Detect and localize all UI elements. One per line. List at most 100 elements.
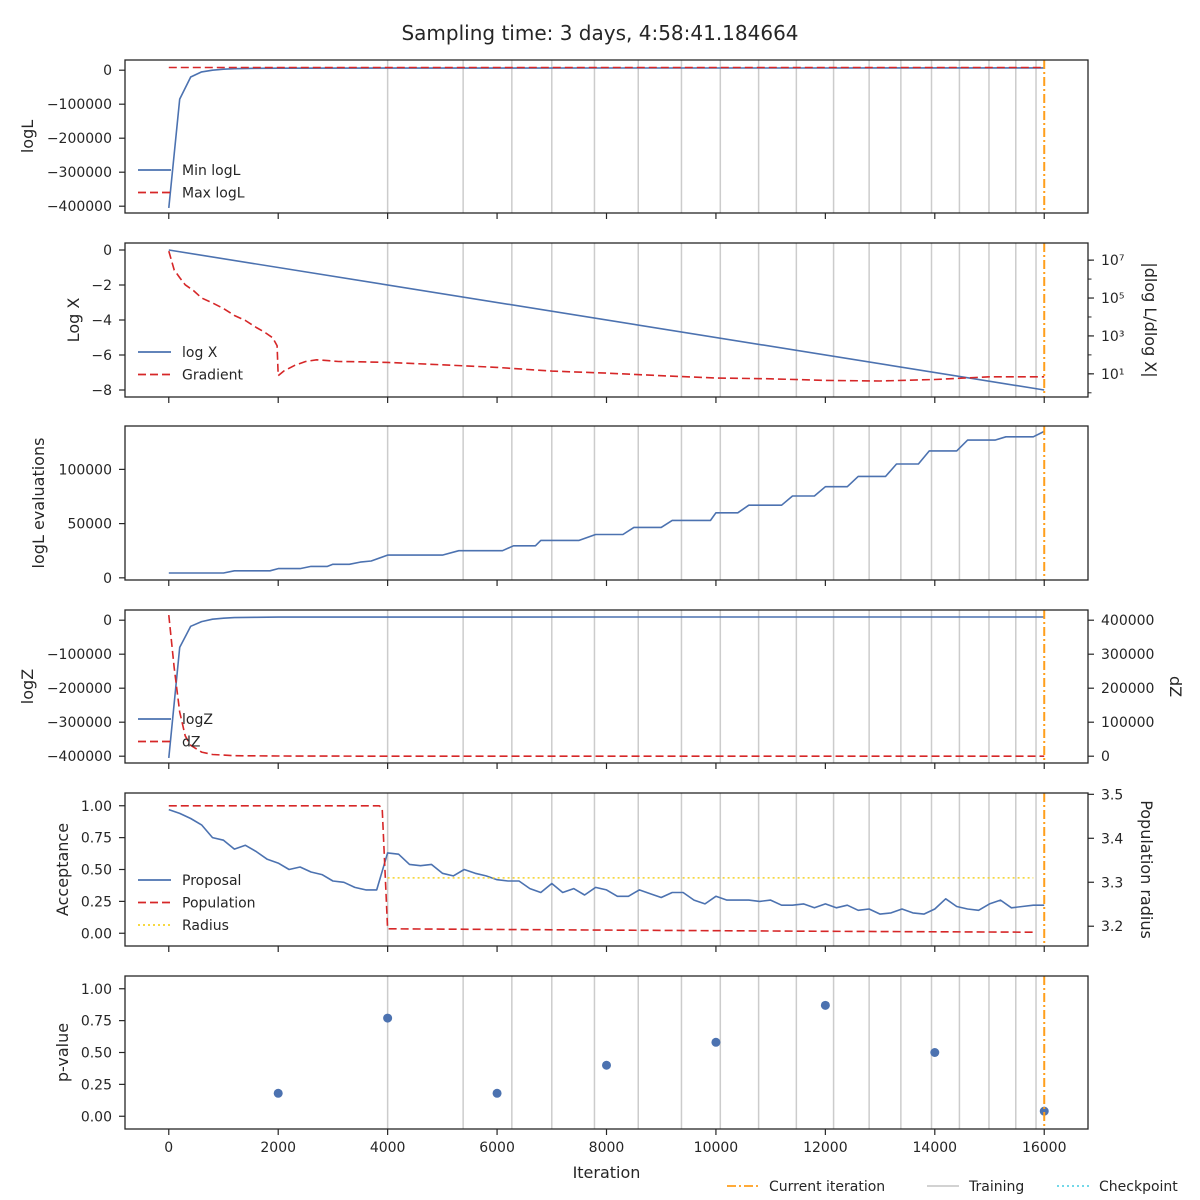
axes-frame (124, 59, 1089, 214)
series-group (168, 66, 1045, 208)
y-axis-label: logL (18, 120, 37, 153)
y-tick-label: 0.25 (81, 1077, 112, 1093)
y2-tick-label: 3.5 (1101, 787, 1123, 803)
series-group (168, 615, 1045, 758)
scatter-point (273, 1088, 283, 1098)
x-tick-label: 0 (164, 1140, 173, 1156)
series-group (168, 430, 1045, 574)
y-tick-label: −8 (91, 383, 112, 399)
panel-1: 0 −100000 −200000 −300000 −400000 logL Min log… (18, 59, 1089, 219)
y-axis-label: p-value (53, 1023, 72, 1082)
series-line-logz (168, 616, 1045, 758)
panel-3: 0 50000 100000 logL evaluations (29, 425, 1089, 587)
y-tick-label: 0 (103, 243, 112, 259)
y-tick-label: −300000 (47, 165, 112, 181)
y-tick-label: 0.00 (81, 1109, 112, 1125)
panel-5: 0.00 0.25 0.50 0.75 1.00 Acceptance 3.2 3.3 3.4 3… (53, 787, 1156, 952)
y2-axis-label: Population radius (1137, 800, 1156, 939)
scatter-point (820, 1000, 830, 1010)
training-lines (386, 60, 1037, 213)
y2-tick-label: 400000 (1101, 613, 1154, 629)
y2-tick-label: 10³ (1101, 329, 1124, 345)
y-tick-label: 0 (103, 63, 112, 79)
y-tick-label: −200000 (47, 131, 112, 147)
y2-tick-label: 10¹ (1101, 367, 1124, 383)
y-tick-label: 100000 (59, 462, 112, 478)
y-tick-label: −100000 (47, 647, 112, 663)
y-tick-label: 0.50 (81, 1046, 112, 1062)
y-tick-label: −300000 (47, 715, 112, 731)
panel-legend: log X Gradient (138, 345, 243, 384)
y2-axis-label: dZ (1166, 676, 1185, 697)
y-tick-label: 0 (103, 571, 112, 587)
axes-frame (124, 975, 1089, 1130)
y-tick-label: 1.00 (81, 982, 112, 998)
x-tick-label: 12000 (803, 1140, 848, 1156)
training-lines (386, 610, 1037, 763)
x-tick-label: 4000 (370, 1140, 406, 1156)
y2-tick-label: 3.3 (1101, 875, 1123, 891)
x-tick-label: 6000 (479, 1140, 515, 1156)
y-axis-label: Acceptance (53, 823, 72, 916)
panel-legend: logZ dZ (138, 712, 213, 751)
y-tick-label: 0 (103, 613, 112, 629)
y-tick-label: 0.50 (81, 863, 112, 879)
x-tick-label: 8000 (589, 1140, 625, 1156)
y-axis-label: logZ (18, 669, 37, 704)
legend-label: Population (182, 896, 256, 912)
series-group (273, 1000, 1049, 1116)
axes-frame (124, 792, 1089, 947)
panel-legend: Proposal Population Radius (138, 873, 256, 934)
y-tick-label: 0.75 (81, 1014, 112, 1030)
figure-legend: Current iteration Training Checkpoint (727, 1179, 1178, 1195)
y-tick-label: −6 (91, 348, 112, 364)
training-lines (386, 426, 1037, 580)
y-tick-label: 0.75 (81, 831, 112, 847)
y-tick-label: 0.25 (81, 894, 112, 910)
y-tick-label: 1.00 (81, 799, 112, 815)
y-tick-label: −400000 (47, 199, 112, 215)
legend-label: Gradient (182, 368, 243, 384)
y-tick-label: −4 (91, 313, 112, 329)
series-line-population (168, 804, 1034, 934)
y2-tick-label: 100000 (1101, 715, 1154, 731)
y-axis-label: Log X (64, 298, 83, 343)
x-tick-label: 14000 (913, 1140, 958, 1156)
legend-label: dZ (182, 735, 200, 751)
series-line-log-x (168, 249, 1045, 391)
legend-label: Proposal (182, 873, 241, 889)
series-line-proposal (168, 808, 1045, 915)
y-tick-label: −100000 (47, 97, 112, 113)
series-line-logl-evaluations (168, 430, 1045, 574)
y-tick-label: 0.00 (81, 926, 112, 942)
x-tick-label: 2000 (260, 1140, 296, 1156)
x-axis-label: Iteration (573, 1163, 641, 1182)
figure-legend-label: Checkpoint (1099, 1179, 1178, 1195)
legend-label: logZ (182, 712, 213, 728)
panel-4: 0 −100000 −200000 −300000 −400000 logZ 0 100000… (18, 609, 1185, 769)
training-lines (386, 976, 1037, 1129)
legend-label: Max logL (182, 186, 245, 202)
y-tick-label: −200000 (47, 681, 112, 697)
series-line-min-logl (168, 67, 1045, 208)
y2-tick-label: 300000 (1101, 647, 1154, 663)
y-tick-label: −2 (91, 278, 112, 294)
scatter-point (930, 1048, 940, 1057)
y2-tick-label: 0 (1101, 749, 1110, 765)
y2-tick-label: 3.4 (1101, 831, 1123, 847)
figure-legend-label: Current iteration (769, 1179, 885, 1195)
scatter-point (1039, 1106, 1049, 1116)
y2-tick-label: 10⁷ (1101, 253, 1124, 269)
training-lines (386, 793, 1037, 946)
axes-frame (124, 609, 1089, 764)
y2-tick-label: 200000 (1101, 681, 1154, 697)
legend-label: Min logL (182, 163, 241, 179)
panel-2: 0 −2 −4 −6 −8 Log X 10¹ 10³ 10⁵ 10⁷ |dlog L/dlog X… (64, 242, 1160, 403)
y-tick-label: 50000 (67, 517, 112, 533)
y2-tick-label: 10⁵ (1101, 291, 1124, 307)
x-tick-label: 16000 (1022, 1140, 1067, 1156)
y2-tick-label: 3.2 (1101, 919, 1123, 935)
y2-axis-label: |dlog L/dlog X| (1141, 262, 1160, 377)
